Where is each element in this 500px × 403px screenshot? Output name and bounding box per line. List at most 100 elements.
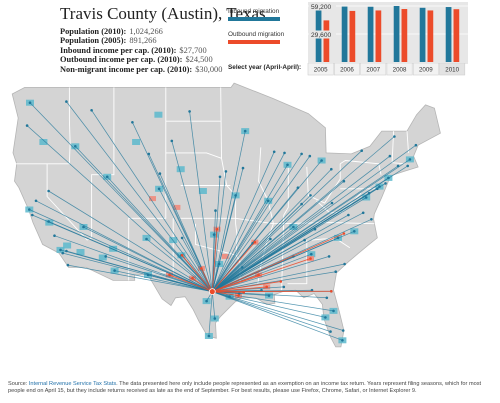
inbound-origin-point[interactable] [147, 152, 151, 156]
year-tab-2008[interactable] [386, 63, 413, 76]
inbound-origin-point[interactable] [343, 262, 346, 266]
inbound-county[interactable] [63, 242, 72, 249]
inbound-origin-point[interactable] [308, 154, 312, 158]
inbound-county[interactable] [98, 254, 107, 261]
bar-outbound-2010[interactable] [453, 9, 460, 62]
inbound-county[interactable] [76, 249, 85, 255]
year-tab-2010[interactable] [439, 63, 466, 76]
inbound-origin-point[interactable] [396, 164, 400, 168]
inbound-origin-point[interactable] [309, 194, 312, 197]
inbound-origin-point[interactable] [310, 288, 314, 292]
bar-inbound-2008[interactable] [393, 6, 400, 62]
inbound-origin-point[interactable] [313, 227, 317, 231]
inbound-origin-point[interactable] [325, 296, 329, 300]
inbound-origin-point[interactable] [353, 230, 356, 233]
inbound-origin-point[interactable] [205, 299, 208, 303]
inbound-origin-point[interactable] [360, 149, 364, 152]
year-tab-2006[interactable] [334, 63, 360, 76]
outbound-destination-point[interactable] [342, 232, 346, 235]
inbound-county[interactable] [132, 139, 141, 145]
inbound-county[interactable] [176, 166, 185, 173]
inbound-origin-point[interactable] [157, 187, 161, 191]
outbound-destination-point[interactable] [168, 273, 171, 277]
inbound-origin-point[interactable] [31, 213, 34, 217]
inbound-origin-point[interactable] [104, 255, 107, 258]
inbound-origin-point[interactable] [224, 170, 228, 173]
inbound-origin-point[interactable] [296, 186, 300, 189]
inbound-origin-point[interactable] [170, 139, 174, 143]
inbound-origin-point[interactable] [59, 248, 62, 252]
bar-inbound-2010[interactable] [445, 7, 452, 62]
inbound-origin-point[interactable] [300, 202, 303, 206]
bar-outbound-2008[interactable] [401, 9, 408, 62]
inbound-county[interactable] [39, 139, 48, 145]
inbound-origin-point[interactable] [158, 172, 162, 175]
source-link[interactable]: Internal Revenue Service Tax Stats [28, 381, 117, 387]
inbound-origin-point[interactable] [300, 152, 303, 156]
inbound-origin-point[interactable] [47, 189, 50, 193]
bar-inbound-2006[interactable] [341, 6, 348, 63]
outbound-destination-point[interactable] [309, 257, 312, 260]
inbound-origin-point[interactable] [53, 234, 56, 237]
inbound-origin-point[interactable] [364, 196, 368, 199]
inbound-origin-point[interactable] [347, 213, 350, 217]
inbound-origin-point[interactable] [361, 211, 365, 215]
inbound-origin-point[interactable] [406, 164, 410, 168]
year-tab-2009[interactable] [412, 63, 439, 76]
inbound-origin-point[interactable] [408, 158, 412, 161]
inbound-county[interactable] [154, 111, 163, 118]
inbound-origin-point[interactable] [393, 135, 396, 138]
inbound-origin-point[interactable] [320, 159, 323, 162]
inbound-origin-point[interactable] [286, 163, 289, 167]
outbound-county[interactable] [173, 204, 181, 210]
inbound-origin-point[interactable] [90, 109, 93, 112]
inbound-origin-point[interactable] [310, 252, 313, 256]
inbound-origin-point[interactable] [212, 233, 216, 236]
inbound-origin-point[interactable] [332, 309, 335, 313]
inbound-origin-point[interactable] [82, 225, 85, 229]
inbound-origin-point[interactable] [243, 129, 247, 133]
outbound-destination-point[interactable] [279, 280, 283, 283]
inbound-origin-point[interactable] [180, 236, 184, 240]
outbound-county[interactable] [221, 253, 229, 259]
outbound-destination-point[interactable] [191, 276, 194, 280]
year-tab-2005[interactable] [307, 63, 334, 76]
inbound-origin-point[interactable] [283, 151, 286, 155]
inbound-origin-point[interactable] [269, 237, 272, 241]
inbound-origin-point[interactable] [241, 166, 245, 170]
bar-inbound-2009[interactable] [419, 7, 426, 62]
inbound-origin-point[interactable] [414, 143, 418, 147]
inbound-origin-point[interactable] [105, 175, 109, 179]
inbound-origin-point[interactable] [145, 237, 148, 241]
bar-outbound-2006[interactable] [349, 10, 356, 62]
outbound-destination-point[interactable] [180, 254, 184, 257]
inbound-origin-point[interactable] [329, 330, 332, 333]
inbound-origin-point[interactable] [28, 208, 31, 211]
inbound-origin-point[interactable] [25, 124, 29, 127]
bar-outbound-2005[interactable] [323, 20, 330, 62]
inbound-origin-point[interactable] [330, 201, 334, 205]
outbound-destination-point[interactable] [200, 267, 203, 270]
inbound-origin-point[interactable] [207, 334, 211, 338]
inbound-origin-point[interactable] [240, 266, 244, 269]
inbound-origin-point[interactable] [330, 167, 333, 171]
inbound-origin-point[interactable] [113, 269, 116, 272]
inbound-origin-point[interactable] [28, 101, 32, 104]
inbound-origin-point[interactable] [74, 145, 77, 148]
year-tab-2007[interactable] [360, 63, 387, 76]
inbound-origin-point[interactable] [213, 317, 217, 320]
inbound-origin-point[interactable] [324, 316, 327, 319]
inbound-origin-point[interactable] [65, 249, 68, 253]
outbound-destination-point[interactable] [237, 294, 240, 297]
bar-outbound-2009[interactable] [427, 10, 434, 62]
outbound-destination-point[interactable] [265, 285, 269, 289]
inbound-origin-point[interactable] [282, 285, 286, 289]
bar-outbound-2007[interactable] [375, 10, 382, 62]
inbound-county[interactable] [198, 188, 207, 194]
outbound-destination-point[interactable] [253, 240, 257, 244]
inbound-origin-point[interactable] [334, 270, 338, 273]
inbound-origin-point[interactable] [34, 199, 38, 203]
inbound-origin-point[interactable] [384, 182, 387, 185]
inbound-origin-point[interactable] [65, 100, 68, 103]
inbound-origin-point[interactable] [66, 263, 70, 267]
